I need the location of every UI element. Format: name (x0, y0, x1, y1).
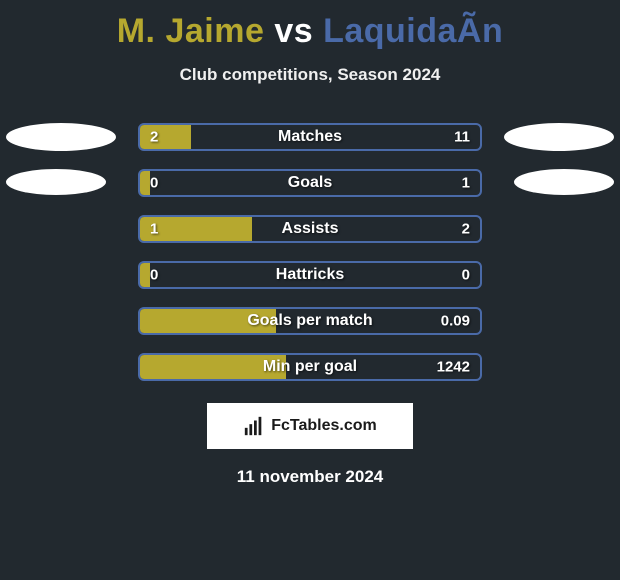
stat-bar: 2 Matches 11 (138, 123, 482, 151)
chart-icon (243, 415, 265, 437)
team-logo-right (504, 123, 614, 151)
page-title: M. Jaime vs LaquidaÃ­n (0, 0, 620, 51)
stat-bar-fill (140, 125, 191, 149)
player1-name: M. Jaime (117, 12, 265, 50)
footer-brand-box: FcTables.com (207, 403, 413, 449)
stat-label: Min per goal (263, 358, 357, 376)
stat-row: Goals per match 0.09 (0, 307, 620, 335)
stat-rows: 2Matches110Goals11Assists20Hattricks0Goa… (0, 123, 620, 381)
team-logo-left (6, 123, 116, 151)
stat-value-right: 0 (462, 267, 470, 284)
team-logo-left (6, 169, 106, 195)
stat-bar: 0 Goals 1 (138, 169, 482, 197)
stat-value-left: 0 (150, 267, 158, 284)
stat-value-left: 0 (150, 175, 158, 192)
comparison-chart: 2Matches110Goals11Assists20Hattricks0Goa… (0, 123, 620, 381)
vs-separator: vs (274, 12, 313, 50)
stat-value-right: 1 (462, 175, 470, 192)
stat-label: Matches (278, 128, 342, 146)
stat-row: 1 Assists 2 (0, 215, 620, 243)
brand-text: FcTables.com (271, 417, 377, 435)
date-text: 11 november 2024 (0, 467, 620, 487)
stat-label: Assists (282, 220, 339, 238)
stat-label: Goals per match (247, 312, 372, 330)
player2-name: LaquidaÃ­n (323, 12, 503, 50)
stat-bar: Min per goal 1242 (138, 353, 482, 381)
stat-label: Goals (288, 174, 332, 192)
subtitle: Club competitions, Season 2024 (0, 65, 620, 85)
stat-row: 0 Hattricks 0 (0, 261, 620, 289)
stat-bar: 0 Hattricks 0 (138, 261, 482, 289)
stat-value-left: 2 (150, 129, 158, 146)
team-logo-right (514, 169, 614, 195)
stat-bar: 1 Assists 2 (138, 215, 482, 243)
stat-value-right: 2 (462, 221, 470, 238)
stat-row: 0 Goals 1 (0, 169, 620, 197)
stat-bar-fill (140, 263, 150, 287)
stat-row: Min per goal 1242 (0, 353, 620, 381)
stat-bar-fill (140, 171, 150, 195)
stat-value-right: 0.09 (441, 313, 470, 330)
stat-bar: Goals per match 0.09 (138, 307, 482, 335)
stat-label: Hattricks (276, 266, 344, 284)
stat-value-right: 11 (454, 129, 470, 146)
stat-row: 2 Matches 11 (0, 123, 620, 151)
stat-value-left: 1 (150, 221, 158, 238)
stat-value-right: 1242 (437, 359, 470, 376)
